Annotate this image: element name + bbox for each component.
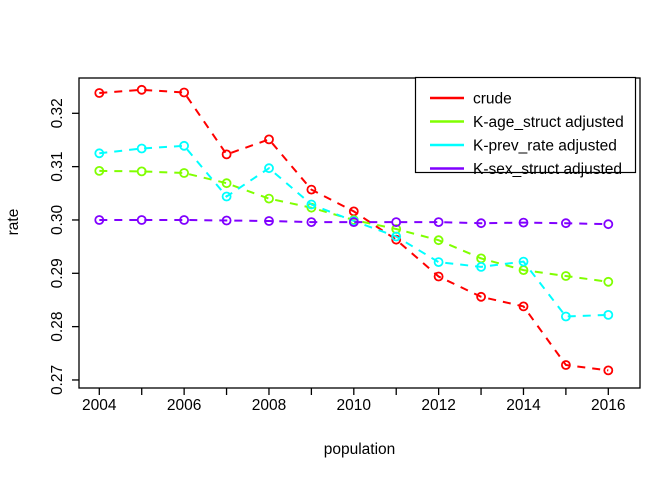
data-point-k-sex-struct-adjusted	[221, 215, 232, 226]
data-point-k-sex-struct-adjusted	[433, 217, 444, 228]
data-point-k-sex-struct-adjusted	[136, 215, 147, 225]
legend-item-label: K-prev_rate adjusted	[473, 138, 617, 155]
data-point-k-prev-rate-adjusted	[264, 163, 274, 174]
data-point-crude	[94, 88, 105, 98]
data-point-k-age-struct-adjusted	[221, 178, 232, 189]
y-tick-label: 0.29	[49, 258, 66, 288]
data-point-k-prev-rate-adjusted	[476, 261, 487, 272]
data-point-crude	[433, 271, 444, 282]
series-line-k-sex-struct-adjusted	[99, 219, 609, 226]
data-point-k-prev-rate-adjusted	[391, 231, 402, 242]
data-point-k-sex-struct-adjusted	[561, 218, 571, 229]
data-point-k-sex-struct-adjusted	[476, 218, 487, 229]
x-tick-label: 2004	[82, 397, 117, 414]
data-point-crude	[603, 365, 614, 376]
plot-border	[78, 77, 641, 389]
data-point-crude	[264, 134, 274, 145]
data-point-k-prev-rate-adjusted	[561, 311, 571, 322]
legend: crude K-age_struct adjusted K-prev_rate ad…	[414, 76, 637, 178]
y-tick-label: 0.28	[49, 312, 66, 342]
data-point-k-age-struct-adjusted	[603, 276, 614, 287]
y-tick-label: 0.32	[49, 98, 66, 128]
data-point-crude	[221, 149, 232, 160]
data-point-k-sex-struct-adjusted	[306, 217, 317, 228]
data-point-crude	[561, 360, 571, 370]
data-point-k-sex-struct-adjusted	[391, 217, 402, 228]
data-point-k-prev-rate-adjusted	[433, 257, 444, 268]
x-axis-title: population	[323, 441, 396, 458]
x-tick-label: 2016	[591, 397, 625, 414]
data-point-k-prev-rate-adjusted	[306, 199, 317, 210]
x-tick-label: 2008	[252, 397, 286, 414]
y-tick-label: 0.30	[49, 205, 66, 236]
data-point-k-prev-rate-adjusted	[94, 148, 105, 159]
data-point-crude	[476, 291, 487, 302]
data-point-k-sex-struct-adjusted	[179, 215, 190, 225]
data-point-k-age-struct-adjusted	[136, 166, 147, 177]
legend-box	[414, 76, 637, 174]
y-axis-title: rate	[5, 208, 22, 236]
x-tick-label: 2012	[421, 397, 455, 414]
data-point-crude	[136, 84, 147, 95]
data-point-k-prev-rate-adjusted	[518, 256, 529, 267]
x-tick-label: 2010	[337, 397, 372, 414]
data-point-k-sex-struct-adjusted	[603, 219, 614, 230]
data-point-k-prev-rate-adjusted	[603, 309, 614, 320]
data-point-k-sex-struct-adjusted	[94, 215, 105, 225]
data-point-k-age-struct-adjusted	[94, 165, 105, 176]
data-point-k-age-struct-adjusted	[179, 168, 190, 178]
data-point-crude	[179, 87, 190, 98]
data-point-k-age-struct-adjusted	[561, 271, 571, 281]
x-tick-label: 2006	[167, 397, 201, 414]
data-point-k-prev-rate-adjusted	[136, 143, 147, 154]
data-point-crude	[518, 301, 529, 312]
data-point-crude	[306, 184, 317, 195]
data-point-k-prev-rate-adjusted	[221, 191, 232, 202]
legend-item-label: K-sex_struct adjusted	[473, 161, 622, 178]
y-tick-label: 0.27	[49, 365, 66, 395]
data-point-k-sex-struct-adjusted	[518, 217, 529, 228]
series-line-crude	[99, 88, 609, 372]
data-point-k-age-struct-adjusted	[264, 193, 274, 204]
data-point-k-age-struct-adjusted	[433, 235, 444, 246]
y-tick-label: 0.31	[49, 152, 66, 182]
x-tick-label: 2014	[506, 397, 541, 414]
legend-item-label: K-age_struct adjusted	[473, 114, 624, 131]
legend-item-label: crude	[473, 91, 512, 108]
data-point-k-prev-rate-adjusted	[179, 140, 190, 151]
data-point-k-sex-struct-adjusted	[264, 216, 274, 226]
series-line-k-prev-rate-adjusted	[99, 144, 609, 318]
data-point-k-sex-struct-adjusted	[348, 217, 359, 228]
